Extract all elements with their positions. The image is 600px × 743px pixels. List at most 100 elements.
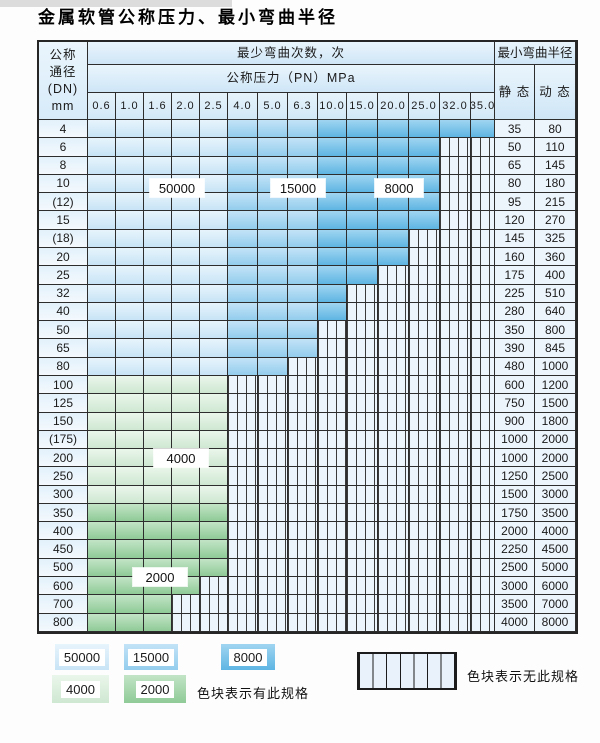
spec-cell (200, 247, 228, 267)
spec-cell (144, 503, 172, 523)
spec-cell (144, 540, 172, 559)
pressure-tick: 1.0 (116, 93, 144, 120)
no-spec-cell (440, 229, 471, 248)
static-value-cell: 4000 (495, 613, 535, 632)
spec-cell (347, 247, 378, 267)
no-spec-cell (409, 394, 440, 413)
spec-cell (318, 193, 347, 212)
corner-header-dn: 公称 通径 (DN) mm (39, 42, 88, 120)
spec-cell (116, 540, 144, 559)
no-spec-cell (228, 503, 258, 523)
no-spec-cell (378, 595, 409, 614)
no-spec-cell (258, 485, 288, 504)
no-spec-cell (471, 430, 495, 450)
dn-cell: 20 (39, 247, 88, 267)
spec-cell (144, 595, 172, 614)
spec-cell (88, 211, 116, 230)
spec-cell (172, 247, 200, 267)
no-spec-cell (228, 485, 258, 504)
spec-cell (144, 430, 172, 450)
no-spec-cell (228, 522, 258, 541)
no-spec-cell (440, 430, 471, 450)
spec-cell (440, 120, 471, 139)
no-spec-cell (318, 503, 347, 523)
no-spec-cell (347, 522, 378, 541)
spec-cell (116, 375, 144, 395)
spec-cell (116, 503, 144, 523)
static-value-cell: 1250 (495, 467, 535, 486)
spec-cell (378, 156, 409, 175)
spec-cell (88, 430, 116, 450)
spec-cell (88, 357, 116, 376)
no-spec-cell (440, 577, 471, 596)
spec-cell (116, 613, 144, 632)
no-spec-cell (288, 357, 318, 376)
spec-cell (200, 266, 228, 285)
spec-cell (172, 120, 200, 139)
no-spec-cell (172, 595, 200, 614)
no-spec-cell (228, 449, 258, 468)
spec-cell (172, 284, 200, 303)
spec-cell (88, 540, 116, 559)
spec-cell (409, 211, 440, 230)
no-spec-cell (440, 302, 471, 322)
dynamic-value-cell: 2500 (535, 467, 576, 486)
dynamic-value-cell: 2000 (535, 430, 576, 450)
spec-cell (88, 394, 116, 413)
spec-cell (116, 156, 144, 175)
spec-cell (88, 339, 116, 358)
spec-cell (144, 613, 172, 632)
no-spec-cell (378, 375, 409, 395)
no-spec-cell (471, 284, 495, 303)
spec-cell (116, 138, 144, 157)
spec-cell (144, 211, 172, 230)
spec-cell (172, 193, 200, 212)
no-spec-cell (440, 522, 471, 541)
no-spec-cell (318, 375, 347, 395)
spec-cell (88, 558, 116, 578)
no-spec-cell (228, 394, 258, 413)
spec-cell (200, 284, 228, 303)
no-spec-cell (347, 485, 378, 504)
no-spec-cell (440, 193, 471, 212)
no-spec-cell (471, 266, 495, 285)
static-value-cell: 1750 (495, 503, 535, 523)
corner-header-line: (DN) (47, 81, 79, 96)
spec-cell (409, 120, 440, 139)
spec-cell (172, 156, 200, 175)
spec-cell (172, 522, 200, 541)
no-spec-cell (318, 540, 347, 559)
spec-cell (172, 266, 200, 285)
no-spec-cell (228, 558, 258, 578)
no-spec-cell (288, 375, 318, 395)
no-spec-cell (288, 430, 318, 450)
spec-cell (288, 266, 318, 285)
spec-cell (378, 120, 409, 139)
spec-cell (144, 412, 172, 431)
spec-cell (172, 412, 200, 431)
dynamic-value-cell: 6000 (535, 577, 576, 596)
no-spec-cell (440, 503, 471, 523)
spec-cell (347, 156, 378, 175)
spec-cell (200, 120, 228, 139)
static-value-cell: 175 (495, 266, 535, 285)
no-spec-cell (471, 558, 495, 578)
legend-swatch-50000: 50000 (55, 644, 109, 670)
no-spec-cell (318, 558, 347, 578)
no-spec-cell (378, 412, 409, 431)
spec-cell (144, 321, 172, 340)
dynamic-value-cell: 800 (535, 321, 576, 340)
spec-cell (200, 503, 228, 523)
spec-cell (258, 138, 288, 157)
spec-cell (88, 174, 116, 194)
spec-cell (378, 193, 409, 212)
no-spec-cell (258, 394, 288, 413)
no-spec-cell (471, 449, 495, 468)
cycle-label-2000: 2000 (133, 568, 187, 586)
dn-cell: 100 (39, 375, 88, 395)
no-spec-cell (440, 485, 471, 504)
spec-cell (318, 211, 347, 230)
dn-cell: (175) (39, 430, 88, 450)
dynamic-value-cell: 180 (535, 174, 576, 194)
spec-cell (88, 193, 116, 212)
